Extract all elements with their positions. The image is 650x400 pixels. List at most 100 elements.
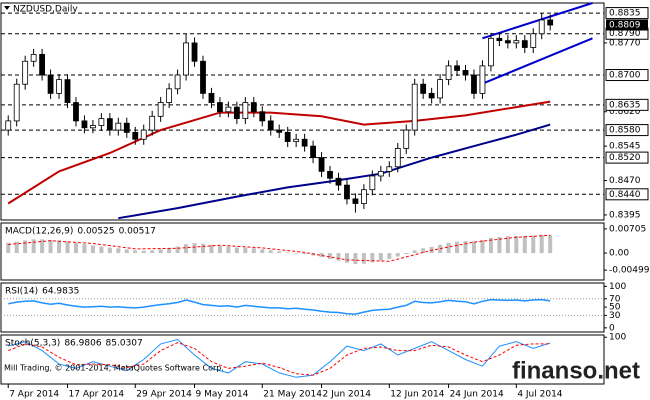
candle-body <box>445 65 452 81</box>
macd-bar <box>328 253 333 259</box>
candle-body <box>22 60 29 85</box>
candle-body <box>488 37 494 67</box>
level-label-box <box>605 188 649 201</box>
macd-bar <box>201 243 205 254</box>
macd-bar <box>167 247 172 254</box>
macd-bar <box>514 235 519 254</box>
x-tick-label: 24 Jun 2014 <box>450 390 504 400</box>
y-tick-label: 0.8395 <box>609 210 641 220</box>
macd-bar <box>48 240 53 254</box>
candle-body <box>13 83 20 122</box>
y-tick-label: 30 <box>609 311 621 321</box>
candle-body <box>39 53 46 76</box>
macd-bar <box>57 240 62 254</box>
candle-body <box>225 106 232 113</box>
indicator-readout: 64.9835 <box>42 287 79 297</box>
candle-body <box>30 53 37 62</box>
candle-body <box>115 122 122 131</box>
macd-bar <box>268 250 273 254</box>
candle-body <box>538 19 545 35</box>
macd-bar <box>234 247 239 254</box>
indicator-readout: 0.00517 <box>119 227 156 237</box>
candle-body <box>149 115 156 131</box>
candle-body <box>437 79 444 99</box>
y-tick-label: -0.00499 <box>609 266 650 276</box>
candle-body <box>513 40 520 44</box>
candle-body <box>208 92 215 103</box>
macd-bar <box>226 246 231 254</box>
x-tick-label: 7 Apr 2014 <box>9 390 59 400</box>
candle-body <box>521 40 528 48</box>
macd-bar <box>378 253 383 261</box>
macd-bar <box>6 242 11 254</box>
candle-body <box>504 40 511 44</box>
macd-bar <box>455 241 460 254</box>
candle-body <box>174 74 181 90</box>
panel-frame <box>0 222 605 281</box>
indicator-readout: 85.0307 <box>106 339 143 349</box>
level-label-box <box>605 151 649 164</box>
level-label: 0.8835 <box>609 9 641 19</box>
chart-title: NZDUSD,Daily <box>13 5 78 15</box>
macd-bar <box>497 236 502 254</box>
macd-bar <box>285 252 290 254</box>
candle-body <box>301 138 308 147</box>
candle-body <box>318 157 325 172</box>
candle-body <box>250 102 257 113</box>
y-tick-label: 50 <box>609 303 621 313</box>
macd-bar <box>446 242 451 254</box>
candle-body <box>132 131 139 140</box>
macd-bar <box>370 253 375 263</box>
macd-bar <box>141 250 146 254</box>
x-tick-label: 29 Apr 2014 <box>136 390 192 400</box>
stoch-line <box>8 342 551 376</box>
macd-bar <box>539 234 544 254</box>
level-label: 0.8440 <box>609 190 641 200</box>
candle-body <box>369 175 376 191</box>
panel-frame <box>0 334 605 385</box>
candle-body <box>200 60 206 94</box>
macd-bar <box>251 248 256 254</box>
y-tick-label: 0.8545 <box>609 142 641 152</box>
macd-bar <box>302 253 307 255</box>
candle-body <box>530 33 537 48</box>
level-label-box <box>605 124 649 137</box>
candle-body <box>267 120 274 131</box>
macd-bar <box>412 250 417 254</box>
candle-body <box>335 177 342 186</box>
rsi-line <box>8 298 551 315</box>
macd-bar <box>548 235 553 254</box>
macd-bar <box>23 240 28 254</box>
candle-body <box>293 138 300 142</box>
candle-body <box>166 88 173 103</box>
y-tick-label: 0.8770 <box>609 38 641 48</box>
candle-body <box>462 70 469 76</box>
candle-body <box>420 83 427 94</box>
macd-bar <box>294 253 299 254</box>
candle-body <box>327 170 333 179</box>
candle-body <box>386 166 393 172</box>
macd-bar <box>471 241 476 254</box>
macd-bar <box>277 251 282 254</box>
candle-body <box>496 37 503 42</box>
level-label: 0.8635 <box>609 100 641 110</box>
menu-triangle <box>4 6 10 10</box>
candle-body <box>310 145 316 159</box>
macd-bar <box>463 241 468 254</box>
y-tick-label: 0.8620 <box>609 107 641 117</box>
candle-body <box>217 102 223 113</box>
macd-bar <box>217 245 222 254</box>
candle-body <box>140 129 147 140</box>
macd-bar <box>531 235 536 254</box>
macd-bar <box>480 240 485 254</box>
candle-body <box>5 120 12 131</box>
candle-body <box>191 42 198 62</box>
macd-bar <box>184 244 189 254</box>
candle-body <box>183 42 189 76</box>
macd-bar <box>150 250 155 254</box>
macd-bar <box>175 246 180 254</box>
level-label: 0.8790 <box>609 29 641 39</box>
candle-body <box>479 65 486 94</box>
candle-body <box>377 170 384 177</box>
